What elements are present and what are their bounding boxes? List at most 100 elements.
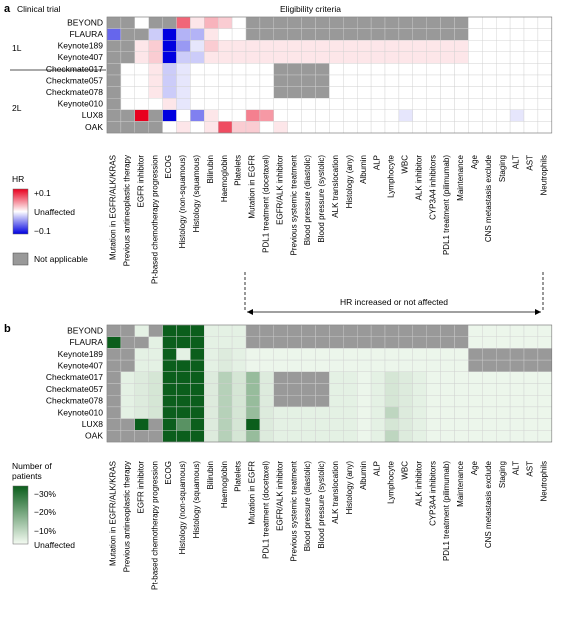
- heatmap-cell-a: [148, 74, 163, 87]
- heatmap-cell-b: [496, 395, 511, 408]
- row-label-a: Checkmate057: [46, 75, 103, 85]
- heatmap-cell-b: [496, 336, 511, 349]
- heatmap-cell-b: [245, 395, 261, 408]
- heatmap-cell-b: [217, 348, 233, 361]
- heatmap-cell-b: [287, 430, 302, 443]
- heatmap-cell-b: [384, 336, 400, 349]
- column-label-a: WBC: [401, 155, 410, 174]
- heatmap-cell-b: [398, 430, 413, 443]
- column-label-a: Age: [470, 154, 479, 169]
- heatmap-cell-b: [190, 348, 205, 361]
- heatmap-cell-b: [245, 348, 261, 361]
- heatmap-cell-a: [315, 109, 330, 122]
- heatmap-cell-b: [343, 324, 358, 337]
- column-label-b: ALT: [512, 461, 521, 475]
- heatmap-cell-b: [384, 359, 400, 373]
- column-label-a: ALP: [373, 155, 382, 170]
- heatmap-cell-b: [301, 418, 316, 431]
- heatmap-cell-b: [412, 371, 427, 384]
- heatmap-cell-a: [259, 16, 274, 29]
- heatmap-cell-b: [301, 336, 316, 349]
- heatmap-cell-a: [426, 63, 441, 76]
- heatmap-cell-b: [134, 383, 149, 396]
- heatmap-cell-b: [273, 383, 288, 396]
- heatmap-cell-b: [245, 383, 261, 396]
- heatmap-cell-b: [190, 395, 205, 408]
- heatmap-cell-a: [370, 86, 386, 99]
- heatmap-cell-b: [384, 430, 400, 443]
- heatmap-cell-a: [426, 97, 441, 110]
- heatmap-cell-b: [482, 371, 497, 384]
- heatmap-cell-a: [509, 97, 525, 110]
- heatmap-cell-a: [454, 16, 469, 29]
- heatmap-cell-a: [523, 63, 539, 76]
- heatmap-cell-a: [482, 74, 497, 87]
- heatmap-cell-b: [120, 383, 136, 396]
- heatmap-cell-b: [231, 324, 247, 337]
- heatmap-cell-b: [412, 383, 427, 396]
- heatmap-cell-a: [148, 40, 163, 53]
- heatmap-cell-a: [343, 86, 358, 99]
- heatmap-cell-a: [329, 16, 344, 29]
- heatmap-cell-b: [231, 430, 247, 443]
- heatmap-cell-a: [440, 40, 455, 53]
- heatmap-cell-a: [329, 109, 344, 122]
- heatmap-cell-b: [496, 359, 511, 373]
- heatmap-cell-b: [357, 406, 372, 419]
- heatmap-cell-a: [412, 40, 427, 53]
- heatmap-cell-b: [398, 371, 413, 384]
- row-labels-b: BEYONDFLAURAKeynote189Keynote407Checkmat…: [46, 325, 103, 440]
- heatmap-cell-a: [204, 63, 219, 76]
- heatmap-cell-a: [454, 121, 469, 134]
- heatmap-cell-a: [190, 121, 205, 134]
- heatmap-cell-a: [315, 63, 330, 76]
- heatmap-cell-b: [329, 430, 344, 443]
- heatmap-cell-a: [523, 40, 539, 53]
- row-label-b: Checkmate017: [46, 372, 103, 382]
- heatmap-cell-a: [217, 51, 233, 64]
- heatmap-cell-a: [468, 74, 483, 87]
- heatmap-cell-a: [120, 121, 136, 134]
- heatmap-cell-b: [134, 371, 149, 384]
- heatmap-cell-b: [454, 371, 469, 384]
- heatmap-cell-a: [106, 109, 122, 122]
- heatmap-cell-b: [217, 324, 233, 337]
- heatmap-cell-b: [412, 336, 427, 349]
- heatmap-cell-b: [384, 383, 400, 396]
- row-label-a: Checkmate078: [46, 87, 103, 97]
- heatmap-cell-b: [370, 383, 386, 396]
- heatmap-cell-b: [370, 406, 386, 419]
- column-labels-b: Mutation in EGFR/ALK/KRAS Previous antine…: [109, 460, 549, 590]
- heatmap-cell-b: [537, 336, 553, 349]
- heatmap-cell-b: [454, 336, 469, 349]
- heatmap-cell-a: [106, 74, 122, 87]
- heatmap-cell-a: [273, 40, 288, 53]
- heatmap-cell-a: [120, 16, 136, 29]
- row-label-a: Checkmate017: [46, 64, 103, 74]
- heatmap-cell-b: [259, 359, 274, 373]
- heatmap-cell-a: [482, 63, 497, 76]
- heatmap-cell-a: [440, 86, 455, 99]
- heatmap-cell-a: [120, 51, 136, 64]
- heatmap-cell-b: [398, 395, 413, 408]
- heatmap-cell-a: [176, 16, 191, 29]
- heatmap-cell-b: [509, 395, 525, 408]
- heatmap-cell-b: [509, 430, 525, 443]
- group-1l-label: 1L: [12, 43, 22, 53]
- heatmap-cell-b: [537, 406, 553, 419]
- heatmap-cell-a: [357, 28, 372, 41]
- heatmap-cell-a: [482, 121, 497, 134]
- heatmap-cell-a: [217, 86, 233, 99]
- heatmap-cell-b: [426, 383, 441, 396]
- heatmap-cell-a: [245, 63, 261, 76]
- legend-a-mid: Unaffected: [34, 207, 75, 217]
- heatmap-cell-a: [176, 28, 191, 41]
- heatmap-cell-b: [468, 418, 483, 431]
- heatmap-cell-b: [412, 359, 427, 373]
- column-label-b: ECOG: [164, 461, 173, 485]
- heatmap-cell-a: [315, 51, 330, 64]
- column-label-a: Histology (non-squamous): [178, 155, 187, 249]
- heatmap-cell-a: [496, 28, 511, 41]
- heatmap-cell-a: [162, 16, 177, 29]
- heatmap-cell-a: [384, 109, 400, 122]
